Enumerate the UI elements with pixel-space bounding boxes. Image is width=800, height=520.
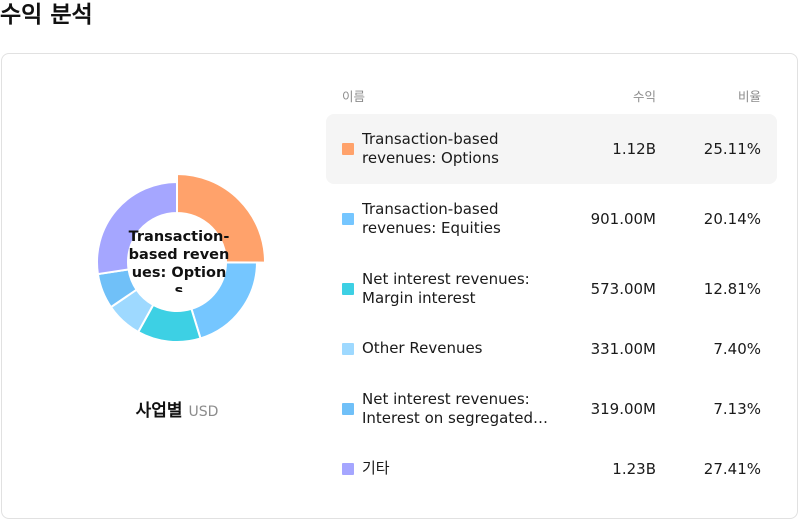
legend-swatch (342, 213, 354, 225)
revenue-analysis-card: Transaction-based revenues: Options 사업별 U… (1, 53, 798, 519)
donut-caption: 사업별 USD (2, 396, 352, 421)
row-name: Net interest revenues: Margin interest (362, 269, 530, 308)
table-row[interactable]: Transaction-based revenues: Options 1.12… (326, 114, 777, 184)
breakdown-category: 사업별 (135, 401, 183, 421)
row-revenue: 573.00M (590, 280, 656, 298)
table-row[interactable]: Net interest revenues: Interest on segre… (326, 374, 777, 444)
row-name: 기타 (362, 459, 390, 478)
donut-center-label: Transaction-based revenues: Options (128, 229, 230, 292)
row-name: Transaction-based revenues: Options (362, 129, 499, 168)
row-share: 12.81% (703, 280, 761, 298)
header-revenue: 수익 (632, 89, 656, 104)
row-revenue: 331.00M (590, 340, 656, 358)
table-row[interactable]: Transaction-based revenues: Equities 901… (326, 184, 777, 254)
legend-swatch (342, 283, 354, 295)
donut-chart[interactable]: Transaction-based revenues: Options (96, 174, 266, 344)
table-header: 이름 수익 비율 (326, 86, 777, 106)
row-share: 7.13% (713, 400, 761, 418)
legend-swatch (342, 143, 354, 155)
row-share: 20.14% (703, 210, 761, 228)
table-row[interactable]: Net interest revenues: Margin interest 5… (326, 254, 777, 324)
legend-swatch (342, 463, 354, 475)
table-row[interactable]: Other Revenues 331.00M 7.40% (326, 314, 777, 384)
row-share: 27.41% (703, 460, 761, 478)
row-name: Net interest revenues: Interest on segre… (362, 389, 533, 428)
donut-chart-svg (96, 174, 266, 343)
currency-unit: USD (188, 404, 219, 420)
row-share: 7.40% (713, 340, 761, 358)
header-name: 이름 (342, 89, 366, 104)
row-name: Transaction-based revenues: Equities (362, 199, 501, 238)
donut-slice-6[interactable] (96, 180, 178, 276)
table-row[interactable]: 기타 1.23B 27.41% (326, 434, 777, 504)
row-revenue: 901.00M (590, 210, 656, 228)
page-title: 수익 분석 (0, 2, 93, 28)
legend-swatch (342, 343, 354, 355)
header-share: 비율 (737, 89, 761, 104)
row-revenue: 1.23B (612, 460, 656, 478)
row-revenue: 319.00M (590, 400, 656, 418)
row-name: Other Revenues (362, 339, 483, 358)
donut-slice-1[interactable] (176, 174, 266, 264)
row-revenue: 1.12B (612, 140, 656, 158)
legend-swatch (342, 403, 354, 415)
row-share: 25.11% (703, 140, 761, 158)
